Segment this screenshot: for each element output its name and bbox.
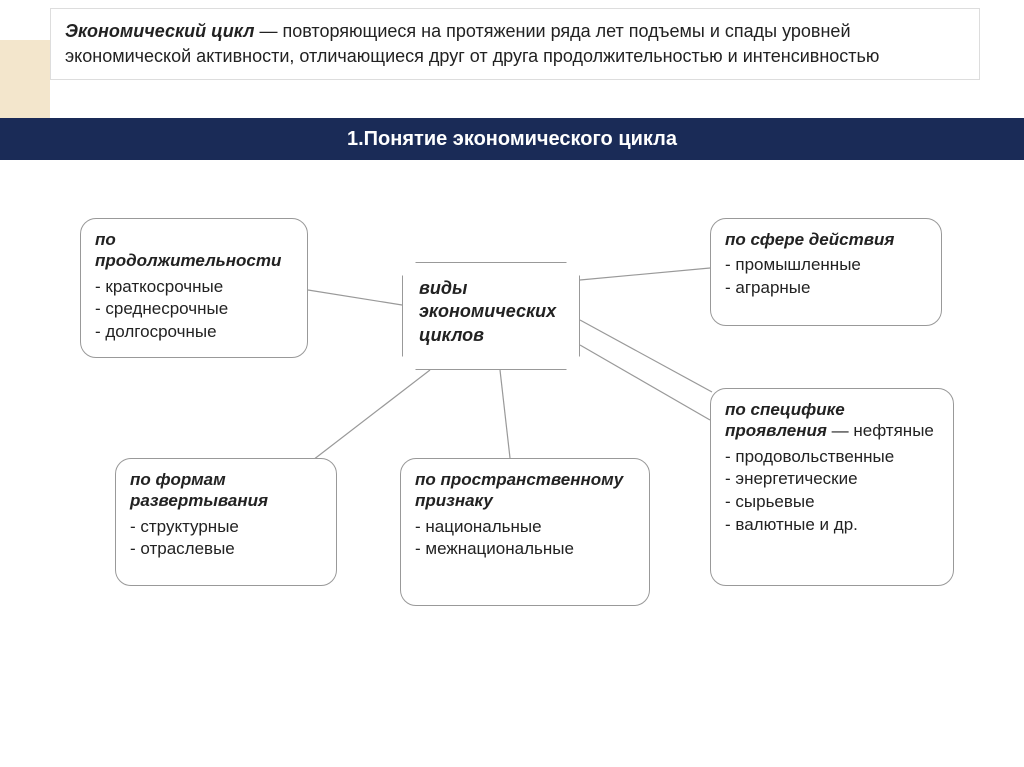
node-spatial: по пространственному признаку национальн… <box>400 458 650 606</box>
node-spatial-list: национальныемежнациональные <box>415 516 635 562</box>
node-deployment: по формам развертывания структурныеотрас… <box>115 458 337 586</box>
node-duration-list: краткосрочныесреднесрочныедолгосрочные <box>95 276 293 345</box>
center-label-1: виды <box>419 277 563 300</box>
list-item: межнациональные <box>415 538 635 561</box>
diagram-area: виды экономических циклов по продолжител… <box>0 160 1024 767</box>
node-deployment-list: структурныеотраслевые <box>130 516 322 562</box>
node-duration-title: по продолжительности <box>95 229 293 272</box>
node-specifics-title: по специфике проявления — нефтяные <box>725 399 939 442</box>
node-duration: по продолжительности краткосрочныесредне… <box>80 218 308 358</box>
definition-term: Экономический цикл <box>65 21 254 41</box>
list-item: промышленные <box>725 254 927 277</box>
node-deployment-title: по формам развертывания <box>130 469 322 512</box>
decorative-side-stripe <box>0 40 50 118</box>
list-item: среднесрочные <box>95 298 293 321</box>
list-item: сырьевые <box>725 491 939 514</box>
list-item: долгосрочные <box>95 321 293 344</box>
definition-dash: — <box>254 21 282 41</box>
definition-box: Экономический цикл — повторяющиеся на пр… <box>50 8 980 80</box>
node-sphere-title: по сфере действия <box>725 229 927 250</box>
center-label-2: экономических <box>419 300 563 323</box>
list-item: структурные <box>130 516 322 539</box>
list-item: аграрные <box>725 277 927 300</box>
section-title: 1.Понятие экономического цикла <box>347 128 677 150</box>
list-item: отраслевые <box>130 538 322 561</box>
list-item: продовольственные <box>725 446 939 469</box>
node-sphere-list: промышленныеаграрные <box>725 254 927 300</box>
center-node: виды экономических циклов <box>402 262 580 370</box>
node-specifics: по специфике проявления — нефтяные продо… <box>710 388 954 586</box>
node-specifics-title-suffix: — нефтяные <box>827 421 934 440</box>
node-sphere: по сфере действия промышленныеаграрные <box>710 218 942 326</box>
node-spatial-title: по пространственному признаку <box>415 469 635 512</box>
list-item: валютные и др. <box>725 514 939 537</box>
node-specifics-list: продовольственныеэнергетическиесырьевыев… <box>725 446 939 538</box>
list-item: краткосрочные <box>95 276 293 299</box>
section-title-bar: 1.Понятие экономического цикла <box>0 118 1024 160</box>
list-item: национальные <box>415 516 635 539</box>
list-item: энергетические <box>725 468 939 491</box>
center-label-3: циклов <box>419 324 563 347</box>
